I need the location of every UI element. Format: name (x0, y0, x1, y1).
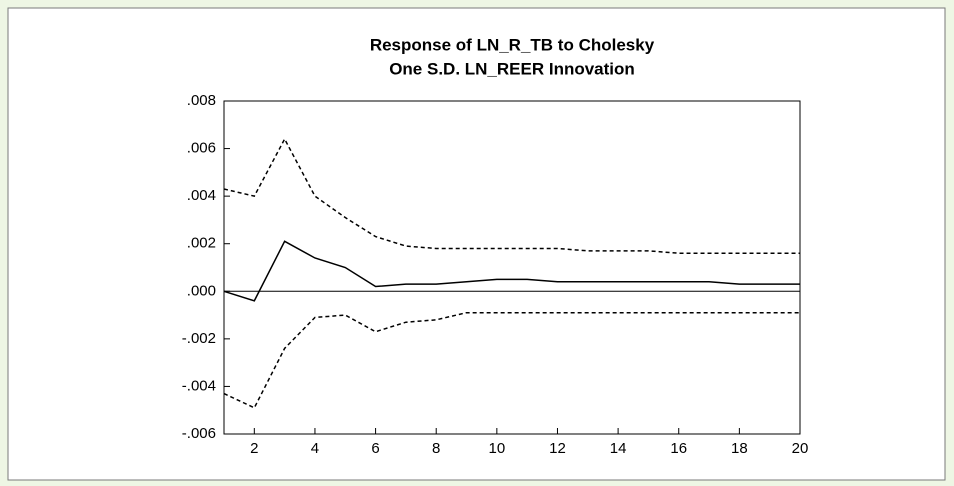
y-tick-label: -.006 (182, 425, 216, 442)
x-tick-label: 4 (311, 440, 319, 457)
y-tick-label: -.002 (182, 330, 216, 347)
y-tick-label: .000 (187, 282, 216, 299)
x-tick-label: 6 (371, 440, 379, 457)
series-line (223, 240, 800, 302)
x-tick-label: 10 (488, 440, 505, 457)
x-tick-label: 12 (549, 440, 566, 457)
x-tick-label: 18 (731, 440, 748, 457)
y-tick-label: -.004 (182, 377, 216, 394)
y-tick-label: .006 (187, 140, 216, 157)
series-line (223, 311, 800, 409)
x-tick-label: 2 (250, 440, 258, 457)
x-tick-label: 16 (670, 440, 687, 457)
plot-frame (223, 100, 801, 435)
y-tick-label: .004 (187, 187, 216, 204)
x-tick-label: 20 (792, 440, 809, 457)
x-tick-label: 14 (610, 440, 627, 457)
y-tick-label: .002 (187, 235, 216, 252)
y-tick-label: .008 (187, 92, 216, 109)
chart-title: Response of LN_R_TB to Cholesky (370, 35, 655, 54)
panel (7, 7, 946, 481)
chart-subtitle: One S.D. LN_REER Innovation (389, 59, 635, 78)
x-tick-label: 8 (432, 440, 440, 457)
series-line (223, 137, 800, 254)
